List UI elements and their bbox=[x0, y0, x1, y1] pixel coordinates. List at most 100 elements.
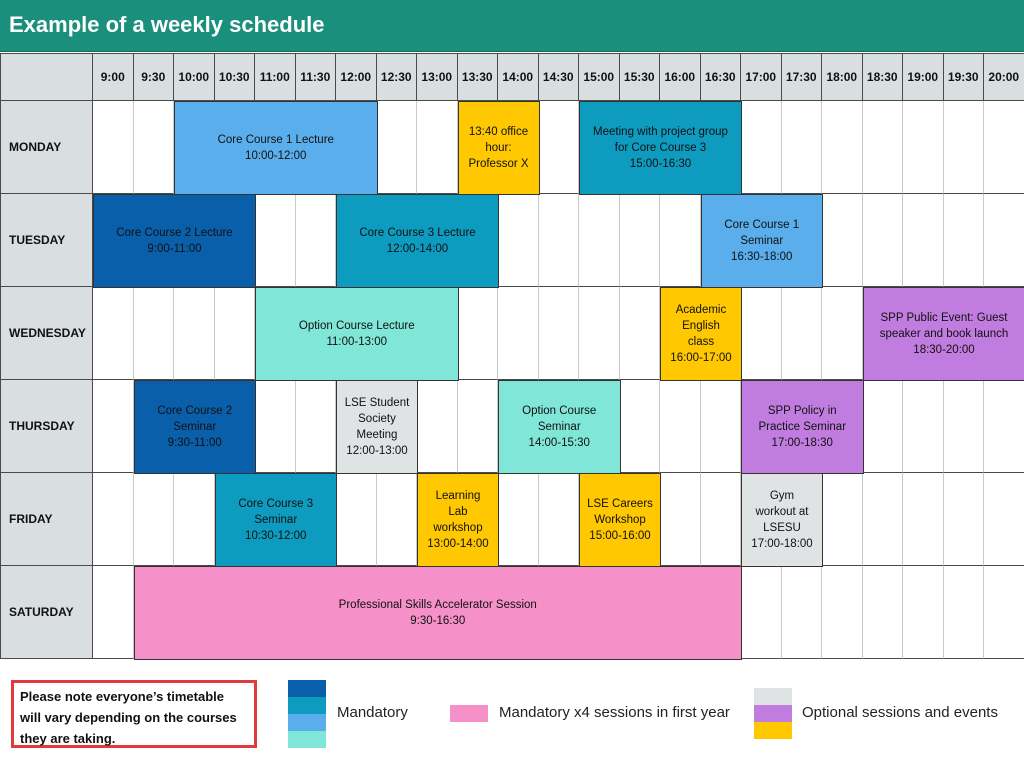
empty-slot bbox=[862, 473, 903, 566]
schedule-event[interactable]: Learning Lab workshop 13:00-14:00 bbox=[417, 473, 499, 567]
time-header: 9:00 bbox=[93, 53, 134, 101]
empty-slot bbox=[619, 380, 660, 473]
legend-mandatory-x4: Mandatory x4 sessions in first year bbox=[499, 704, 730, 721]
empty-slot bbox=[133, 287, 174, 380]
empty-slot bbox=[984, 101, 1024, 194]
schedule-event[interactable]: Core Course 1 Lecture 10:00-12:00 bbox=[174, 101, 378, 195]
empty-slot bbox=[943, 380, 984, 473]
event-text: Core Course 2 bbox=[157, 405, 233, 417]
schedule-event[interactable]: Option Course Lecture 11:00-13:00 bbox=[255, 287, 459, 381]
day-header: THURSDAY bbox=[0, 380, 93, 473]
event-text: Core Course 1 Lecture bbox=[217, 134, 334, 146]
empty-slot bbox=[903, 473, 944, 566]
schedule-event[interactable]: SPP Policy in Practice Seminar 17:00-18:30 bbox=[741, 380, 864, 474]
event-text: speaker and book launch bbox=[879, 328, 1009, 340]
empty-slot bbox=[133, 473, 174, 566]
empty-slot bbox=[376, 101, 417, 194]
empty-slot bbox=[93, 566, 134, 659]
empty-slot bbox=[619, 194, 660, 287]
empty-slot bbox=[579, 287, 620, 380]
event-text: English bbox=[682, 320, 720, 332]
empty-slot bbox=[943, 566, 984, 659]
event-text: Seminar bbox=[173, 421, 217, 433]
event-text: 9:30-11:00 bbox=[167, 437, 222, 449]
schedule-event[interactable]: Academic English class 16:00-17:00 bbox=[660, 287, 742, 381]
schedule-event[interactable]: LSE Careers Workshop 15:00-16:00 bbox=[579, 473, 661, 567]
empty-slot bbox=[700, 380, 741, 473]
schedule-event[interactable]: Professional Skills Accelerator Session 9… bbox=[133, 566, 742, 660]
time-header: 17:30 bbox=[781, 53, 822, 101]
event-text: Learning bbox=[435, 490, 481, 502]
schedule-event[interactable]: SPP Public Event: Guest speaker and book … bbox=[862, 287, 1024, 381]
schedule-event[interactable]: LSE Student Society Meeting 12:00-13:00 bbox=[336, 380, 418, 474]
event-text: Core Course 3 bbox=[238, 498, 314, 510]
empty-slot bbox=[214, 287, 255, 380]
empty-slot bbox=[822, 287, 863, 380]
empty-slot bbox=[984, 566, 1024, 659]
empty-slot bbox=[255, 380, 296, 473]
empty-slot bbox=[822, 194, 863, 287]
event-text: 9:00-11:00 bbox=[147, 243, 202, 255]
empty-slot bbox=[174, 473, 215, 566]
time-header: 19:00 bbox=[903, 53, 944, 101]
event-text: Option Course bbox=[522, 405, 597, 417]
event-text: SPP Public Event: Guest bbox=[880, 312, 1008, 324]
empty-slot bbox=[943, 101, 984, 194]
empty-slot bbox=[862, 380, 903, 473]
time-header: 19:30 bbox=[943, 53, 984, 101]
event-text: Seminar bbox=[537, 421, 581, 433]
empty-slot bbox=[295, 194, 336, 287]
time-header: 10:30 bbox=[214, 53, 255, 101]
swatch-dark-blue bbox=[288, 680, 326, 697]
day-header: MONDAY bbox=[0, 101, 93, 194]
time-header: 11:00 bbox=[255, 53, 296, 101]
schedule-event[interactable]: Core Course 3 Lecture 12:00-14:00 bbox=[336, 194, 499, 288]
empty-slot bbox=[457, 380, 498, 473]
time-header: 14:30 bbox=[538, 53, 579, 101]
empty-slot bbox=[822, 101, 863, 194]
schedule-event[interactable]: Option Course Seminar 14:00-15:30 bbox=[498, 380, 621, 474]
schedule-event[interactable]: Core Course 1 Seminar 16:30-18:00 bbox=[700, 194, 823, 288]
empty-slot bbox=[619, 287, 660, 380]
empty-slot bbox=[336, 473, 377, 566]
time-header: 12:00 bbox=[336, 53, 377, 101]
empty-slot bbox=[255, 194, 296, 287]
schedule-event[interactable]: Gym workout at LSESU 17:00-18:00 bbox=[741, 473, 823, 567]
empty-slot bbox=[660, 194, 701, 287]
schedule-event[interactable]: 13:40 office hour: Professor X bbox=[457, 101, 540, 195]
schedule-grid: 9:00 9:30 10:00 10:30 11:00 11:30 12:00 12:30 13… bbox=[0, 53, 1024, 660]
schedule-event[interactable]: Core Course 2 Seminar 9:30-11:00 bbox=[133, 380, 256, 474]
empty-slot bbox=[862, 194, 903, 287]
event-text: 13:40 office bbox=[468, 126, 529, 138]
event-text: LSE Careers bbox=[587, 498, 653, 510]
empty-slot bbox=[498, 287, 539, 380]
title-bar: Example of a weekly schedule bbox=[0, 0, 1024, 52]
empty-slot bbox=[295, 380, 336, 473]
day-header: TUESDAY bbox=[0, 194, 93, 287]
time-header: 13:00 bbox=[417, 53, 458, 101]
schedule-event[interactable]: Core Course 3 Seminar 10:30-12:00 bbox=[214, 473, 337, 567]
event-text: 14:00-15:30 bbox=[528, 437, 590, 449]
empty-slot bbox=[700, 473, 741, 566]
empty-slot bbox=[822, 473, 863, 566]
time-header: 18:30 bbox=[862, 53, 903, 101]
empty-slot bbox=[93, 287, 134, 380]
empty-slot bbox=[741, 566, 782, 659]
event-text: Professional Skills Accelerator Session bbox=[338, 599, 537, 611]
empty-slot bbox=[538, 194, 579, 287]
event-text: SPP Policy in bbox=[767, 405, 837, 417]
schedule-event[interactable]: Meeting with project group for Core Cours… bbox=[579, 101, 742, 195]
event-text: 12:00-14:00 bbox=[386, 243, 449, 255]
note-box: Please note everyone’s timetable will va… bbox=[11, 680, 257, 748]
event-text: hour: bbox=[485, 142, 512, 154]
schedule-event[interactable]: Core Course 2 Lecture 9:00-11:00 bbox=[93, 194, 256, 288]
event-text: Lab bbox=[448, 506, 468, 518]
empty-slot bbox=[133, 101, 174, 194]
time-header: 16:00 bbox=[660, 53, 701, 101]
empty-slot bbox=[376, 473, 417, 566]
event-text: Seminar bbox=[254, 514, 298, 526]
event-text: Core Course 2 Lecture bbox=[116, 227, 233, 239]
event-text: Society bbox=[358, 413, 396, 425]
empty-slot bbox=[862, 101, 903, 194]
swatch-pink bbox=[450, 705, 488, 722]
